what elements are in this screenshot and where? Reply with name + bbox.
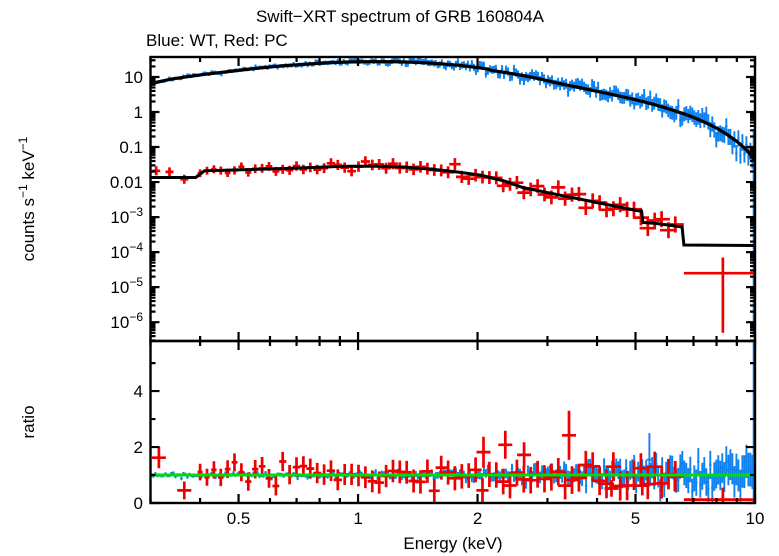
top-special bbox=[683, 257, 755, 333]
axis-ticks bbox=[149, 57, 757, 505]
x-tick-label: 1 bbox=[353, 509, 362, 528]
ratio-special bbox=[683, 487, 755, 503]
y-tick-label-ratio: 4 bbox=[134, 382, 143, 401]
y-tick-label-counts: 0.01 bbox=[110, 173, 143, 192]
wt-model-line bbox=[150, 59, 755, 162]
chart-title: Swift−XRT spectrum of GRB 160804A bbox=[256, 7, 545, 26]
y-tick-label-counts: 10 bbox=[124, 68, 143, 87]
y-tick-label-counts: 10−5 bbox=[110, 275, 143, 297]
x-tick-label: 0.5 bbox=[227, 509, 251, 528]
x-tick-label: 2 bbox=[473, 509, 482, 528]
chart-subtitle: Blue: WT, Red: PC bbox=[146, 31, 288, 50]
y-tick-label-counts: 10−6 bbox=[110, 310, 143, 332]
pc-model-line bbox=[150, 164, 755, 247]
y-axis-label-ratio: ratio bbox=[19, 405, 38, 438]
y-tick-label-counts: 10−4 bbox=[110, 240, 143, 262]
y-axis-label-counts: counts s−1 keV−1 bbox=[16, 136, 38, 261]
model-lines bbox=[150, 59, 755, 247]
y-tick-label-counts: 1 bbox=[134, 103, 143, 122]
y-tick-label-ratio: 2 bbox=[134, 438, 143, 457]
x-tick-label: 5 bbox=[631, 509, 640, 528]
ratio-panel-frame bbox=[149, 339, 757, 505]
tick-labels: 0.5 1 2 5 10 10 1 0.1 0.01 10−3 10−4 10−5 10−6 0 2 4 bbox=[110, 68, 765, 528]
x-tick-label: 10 bbox=[746, 509, 765, 528]
y-tick-label-counts: 10−3 bbox=[110, 205, 143, 227]
panel-frames-and-ticks bbox=[149, 55, 757, 505]
y-tick-label-counts: 0.1 bbox=[119, 138, 143, 157]
y-tick-label-ratio: 0 bbox=[134, 494, 143, 513]
x-axis-label: Energy (keV) bbox=[403, 534, 502, 553]
